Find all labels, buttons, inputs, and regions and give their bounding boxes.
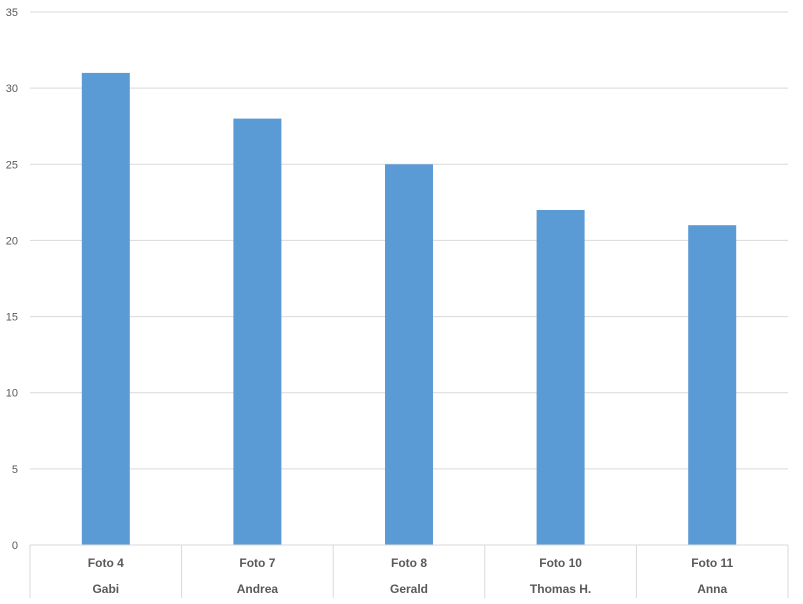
- y-tick-label: 5: [12, 464, 18, 476]
- x-tick-label-photo: Foto 10: [539, 556, 582, 570]
- bar: [233, 118, 282, 545]
- bar: [536, 209, 585, 545]
- x-tick-label-photo: Foto 7: [239, 556, 275, 570]
- bar: [688, 225, 737, 545]
- x-tick-label-photo: Foto 8: [391, 556, 427, 570]
- y-tick-label: 20: [6, 235, 18, 247]
- x-tick-label-name: Andrea: [237, 582, 279, 596]
- x-axis-tick-labels: Foto 4 Gabi Foto 7 Andrea Foto 8 Gerald Foto 1…: [88, 556, 734, 596]
- y-tick-label: 10: [6, 388, 18, 400]
- x-tick-label-name: Thomas H.: [530, 582, 591, 596]
- x-tick-label-name: Anna: [697, 582, 727, 596]
- y-tick-label: 15: [6, 312, 18, 324]
- y-tick-label: 30: [6, 83, 18, 95]
- bars: [81, 72, 737, 546]
- y-axis-tick-labels: 0 5 10 15 20 25 30 35: [6, 7, 18, 552]
- x-tick-label-name: Gabi: [92, 582, 119, 596]
- bar: [385, 164, 433, 546]
- y-tick-label: 0: [12, 540, 18, 552]
- x-tick-label-photo: Foto 11: [691, 556, 733, 570]
- y-tick-label: 25: [6, 159, 18, 171]
- x-tick-label-name: Gerald: [390, 582, 428, 596]
- x-tick-label-photo: Foto 4: [88, 556, 124, 570]
- bar: [81, 72, 130, 546]
- x-axis: [29, 544, 789, 598]
- y-tick-label: 35: [6, 7, 18, 19]
